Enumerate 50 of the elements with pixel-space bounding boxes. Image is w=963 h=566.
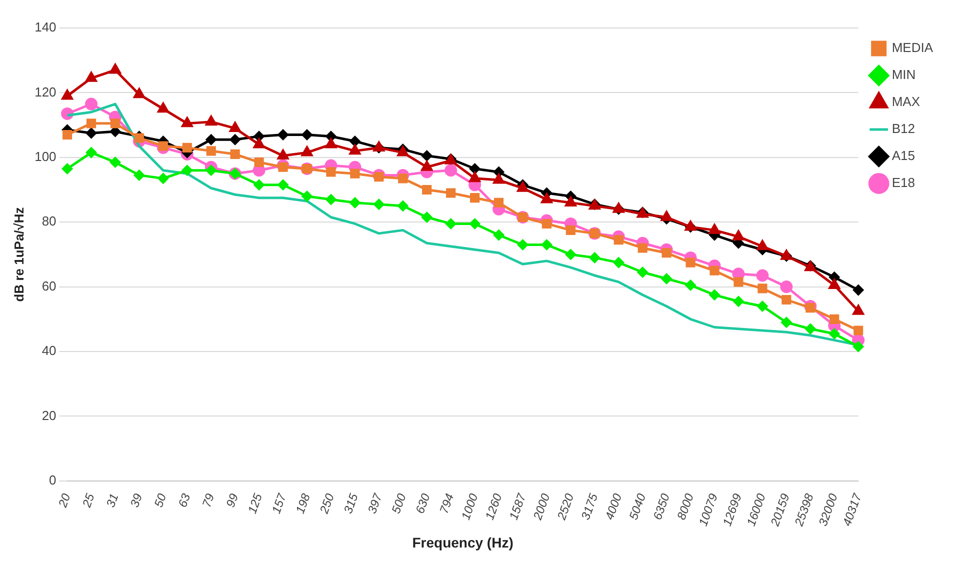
x-tick-label: 4000 <box>602 491 625 522</box>
x-tick-label: 25 <box>79 491 98 510</box>
x-axis-title: Frequency (Hz) <box>412 534 514 550</box>
x-tick-label: 20 <box>55 491 74 510</box>
x-tick-label: 794 <box>436 491 457 516</box>
x-tick-label: 20159 <box>767 491 792 529</box>
y-tick-label: 0 <box>49 472 56 488</box>
y-tick-label: 100 <box>34 148 56 164</box>
x-tick-label: 3175 <box>578 491 601 522</box>
x-tick-label: 1587 <box>506 490 530 522</box>
x-tick-label: 5040 <box>626 491 649 522</box>
y-tick-label: 80 <box>42 214 56 229</box>
legend-label: B12 <box>892 121 915 136</box>
x-tick-label: 2000 <box>530 491 553 523</box>
y-tick-label: 120 <box>34 84 56 100</box>
x-tick-label: 31 <box>103 492 122 510</box>
x-tick-label: 63 <box>175 491 194 510</box>
x-tick-label: 630 <box>412 491 433 516</box>
y-tick-label: 20 <box>42 408 56 423</box>
x-tick-label: 6350 <box>650 491 673 522</box>
x-tick-label: 12699 <box>720 491 745 528</box>
legend-label: E18 <box>892 175 915 190</box>
x-tick-label: 8000 <box>674 491 697 522</box>
x-tick-label: 157 <box>268 490 290 516</box>
x-tick-label: 1000 <box>458 491 481 522</box>
x-tick-label: 315 <box>340 491 362 516</box>
x-tick-label: 10079 <box>696 491 721 528</box>
x-tick-label: 250 <box>316 491 338 516</box>
legend-label: MEDIA <box>892 40 934 56</box>
x-tick-label: 50 <box>151 491 170 510</box>
x-tick-label: 2520 <box>554 491 577 523</box>
x-tick-label: 79 <box>199 491 218 510</box>
y-axis-title: dB re 1uPa/√Hz <box>11 206 26 302</box>
x-tick-label: 198 <box>292 491 314 516</box>
x-tick-label: 40317 <box>840 490 865 528</box>
x-tick-label: 25398 <box>791 491 816 529</box>
y-tick-label: 40 <box>42 343 56 358</box>
legend-label: MAX <box>892 94 920 110</box>
x-tick-label: 397 <box>364 490 386 516</box>
legend-label: A15 <box>892 148 915 164</box>
x-tick-label: 39 <box>127 491 146 510</box>
x-tick-label: 32000 <box>816 491 840 528</box>
x-tick-label: 16000 <box>744 491 769 528</box>
y-tick-label: 60 <box>42 278 56 294</box>
x-tick-label: 500 <box>388 491 409 516</box>
y-tick-label: 140 <box>34 20 56 35</box>
legend-label: MIN <box>892 67 916 82</box>
x-tick-label: 125 <box>245 491 266 516</box>
x-tick-label: 1260 <box>482 491 505 522</box>
x-tick-label: 99 <box>223 491 242 510</box>
